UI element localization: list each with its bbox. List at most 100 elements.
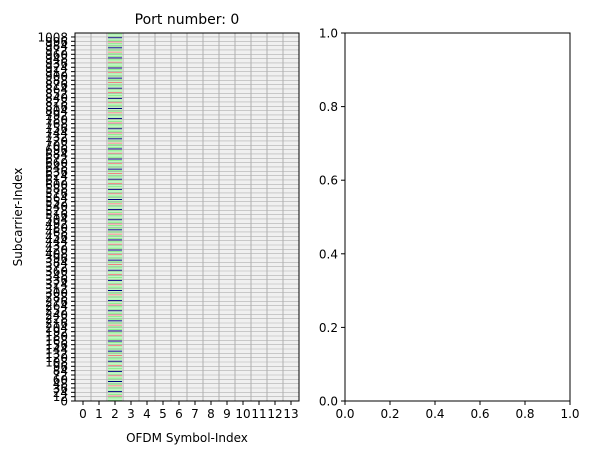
y-tick-label: 144 xyxy=(45,342,68,356)
right-x-tick-label: 0.2 xyxy=(380,407,399,421)
y-tick-label: 996 xyxy=(45,35,68,49)
x-tick-label: 2 xyxy=(111,407,119,421)
y-tick-label: 360 xyxy=(45,264,68,278)
y-tick-label: 264 xyxy=(45,299,68,313)
y-tick-label: 36 xyxy=(53,381,68,395)
x-tick-label: 4 xyxy=(143,407,151,421)
y-tick-label: 756 xyxy=(45,121,68,135)
x-axis-ticks: 0 1 2 3 4 5 6 7 8 9 10 11 12 13 xyxy=(79,401,299,421)
y-tick-label: 972 xyxy=(45,43,68,57)
x-tick-label: 13 xyxy=(283,407,298,421)
y-tick-label: 384 xyxy=(45,256,68,270)
y-tick-label: 96 xyxy=(53,360,68,374)
y-tick-label: 432 xyxy=(45,238,68,252)
y-axis-label: Subcarrier-Index xyxy=(11,168,25,267)
y-tick-label: 156 xyxy=(45,338,68,352)
empty-axes-panel: 0.0 0.2 0.4 0.6 0.8 1.0 0.0 0.2 0.4 0.6 0.8 1.0 xyxy=(319,27,580,422)
y-tick-label: 240 xyxy=(45,308,68,322)
right-y-tick-label: 1.0 xyxy=(319,27,338,41)
y-tick-label: 564 xyxy=(45,191,68,205)
y-tick-label: 888 xyxy=(45,74,68,88)
y-tick-label: 348 xyxy=(45,269,68,283)
y-tick-label: 516 xyxy=(45,208,68,222)
y-tick-label: 804 xyxy=(45,104,68,118)
y-tick-label: 24 xyxy=(53,386,68,400)
y-tick-label: 672 xyxy=(45,152,68,166)
y-tick-label: 48 xyxy=(53,377,68,391)
y-tick-label: 696 xyxy=(45,143,68,157)
y-tick-label: 1008 xyxy=(37,30,68,44)
y-tick-label: 792 xyxy=(45,108,68,122)
y-tick-label: 12 xyxy=(53,390,68,404)
x-tick-label: 3 xyxy=(127,407,135,421)
right-x-tick-label: 0.8 xyxy=(515,407,534,421)
y-tick-label: 744 xyxy=(45,126,68,140)
y-tick-label: 600 xyxy=(45,178,68,192)
y-tick-label: 288 xyxy=(45,290,68,304)
y-tick-label: 924 xyxy=(45,61,68,75)
x-tick-label: 9 xyxy=(223,407,231,421)
y-tick-label: 576 xyxy=(45,186,68,200)
y-tick-label: 984 xyxy=(45,39,68,53)
y-tick-label: 816 xyxy=(45,100,68,114)
right-y-axis-ticks: 0.0 0.2 0.4 0.6 0.8 1.0 xyxy=(319,27,345,409)
right-x-tick-label: 0.4 xyxy=(425,407,444,421)
y-tick-label: 456 xyxy=(45,230,68,244)
y-tick-label: 948 xyxy=(45,52,68,66)
y-tick-label: 492 xyxy=(45,217,68,231)
y-tick-label: 480 xyxy=(45,221,68,235)
y-tick-label: 660 xyxy=(45,156,68,170)
x-tick-label: 12 xyxy=(267,407,282,421)
right-x-tick-label: 1.0 xyxy=(560,407,579,421)
y-tick-label: 84 xyxy=(53,364,68,378)
y-tick-label: 912 xyxy=(45,65,68,79)
y-tick-label: 588 xyxy=(45,182,68,196)
y-tick-label: 0 xyxy=(60,395,68,409)
y-tick-label: 444 xyxy=(45,234,68,248)
right-y-tick-label: 0.6 xyxy=(319,174,338,188)
right-x-tick-label: 0.6 xyxy=(470,407,489,421)
right-y-tick-label: 0.8 xyxy=(319,100,338,114)
x-tick-label: 1 xyxy=(95,407,103,421)
y-tick-label: 684 xyxy=(45,147,68,161)
right-x-axis-ticks: 0.0 0.2 0.4 0.6 0.8 1.0 xyxy=(335,401,580,421)
y-tick-label: 840 xyxy=(45,91,68,105)
y-tick-label: 72 xyxy=(53,368,68,382)
y-tick-label: 204 xyxy=(45,321,68,335)
y-tick-label: 192 xyxy=(45,325,68,339)
y-tick-label: 624 xyxy=(45,169,68,183)
right-y-tick-label: 0.2 xyxy=(319,321,338,335)
y-tick-label: 864 xyxy=(45,82,68,96)
y-tick-label: 720 xyxy=(45,134,68,148)
x-tick-label: 6 xyxy=(175,407,183,421)
y-tick-label: 852 xyxy=(45,87,68,101)
y-tick-label: 504 xyxy=(45,212,68,226)
grid-lines xyxy=(74,33,300,402)
y-tick-label: 780 xyxy=(45,113,68,127)
y-tick-label: 900 xyxy=(45,69,68,83)
y-tick-label: 132 xyxy=(45,347,68,361)
y-tick-label: 180 xyxy=(45,329,68,343)
y-tick-label: 372 xyxy=(45,260,68,274)
y-tick-label: 120 xyxy=(45,351,68,365)
x-tick-label: 0 xyxy=(79,407,87,421)
y-tick-label: 408 xyxy=(45,247,68,261)
y-tick-label: 828 xyxy=(45,95,68,109)
right-y-tick-label: 0.4 xyxy=(319,247,338,261)
y-tick-label: 324 xyxy=(45,277,68,291)
y-tick-label: 396 xyxy=(45,251,68,265)
y-tick-label: 528 xyxy=(45,204,68,218)
y-tick-label: 708 xyxy=(45,139,68,153)
y-tick-label: 216 xyxy=(45,316,68,330)
right-x-tick-label: 0.0 xyxy=(335,407,354,421)
y-tick-label: 60 xyxy=(53,373,68,387)
y-tick-label: 936 xyxy=(45,56,68,70)
y-tick-label: 636 xyxy=(45,165,68,179)
y-tick-label: 252 xyxy=(45,303,68,317)
y-tick-label: 312 xyxy=(45,282,68,296)
y-tick-label: 276 xyxy=(45,295,68,309)
x-tick-label: 8 xyxy=(207,407,215,421)
left-axes-frame xyxy=(74,32,300,402)
right-y-tick-label: 0.0 xyxy=(319,395,338,409)
